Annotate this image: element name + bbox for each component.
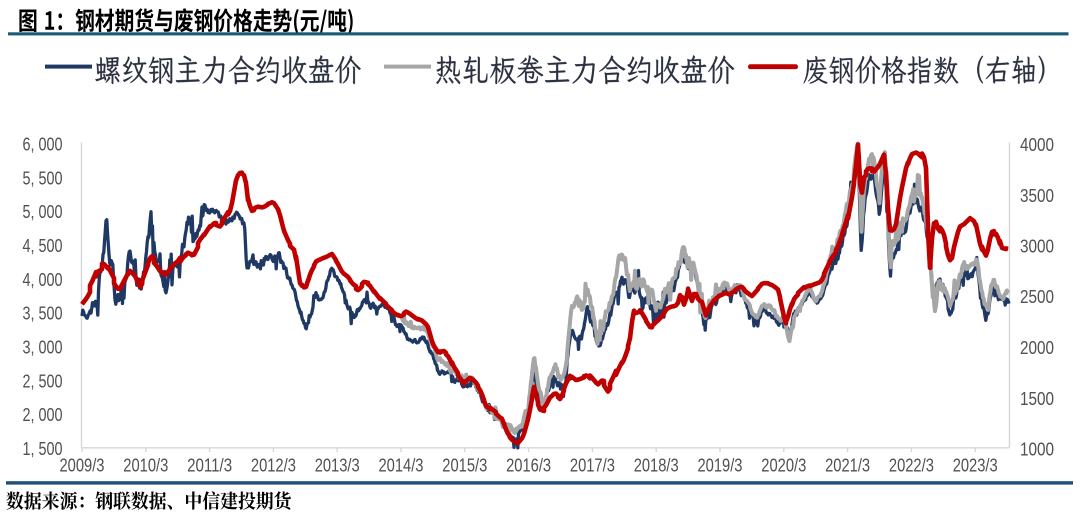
svg-text:2023/3: 2023/3 [953,455,998,476]
svg-text:2010/3: 2010/3 [123,455,168,476]
svg-text:2009/3: 2009/3 [60,455,105,476]
svg-text:1, 500: 1, 500 [23,438,63,459]
svg-text:6, 000: 6, 000 [23,134,63,155]
svg-text:3, 500: 3, 500 [23,303,63,324]
svg-text:2019/3: 2019/3 [698,455,743,476]
svg-text:2, 000: 2, 000 [23,404,63,425]
svg-text:2016/3: 2016/3 [506,455,551,476]
svg-text:2020/3: 2020/3 [761,455,806,476]
svg-text:2011/3: 2011/3 [187,455,232,476]
svg-text:2, 500: 2, 500 [23,370,63,391]
svg-text:2022/3: 2022/3 [889,455,934,476]
svg-text:4000: 4000 [1020,134,1054,155]
svg-text:1000: 1000 [1020,439,1054,460]
svg-text:4, 500: 4, 500 [23,235,63,256]
svg-text:3000: 3000 [1020,236,1054,257]
svg-text:2018/3: 2018/3 [634,455,679,476]
svg-text:2015/3: 2015/3 [442,455,487,476]
svg-text:3, 000: 3, 000 [23,337,63,358]
svg-text:2000: 2000 [1020,337,1054,358]
svg-text:2021/3: 2021/3 [825,455,870,476]
svg-text:4, 000: 4, 000 [23,269,63,290]
svg-text:3500: 3500 [1020,185,1054,206]
svg-text:2014/3: 2014/3 [379,455,424,476]
svg-text:5, 500: 5, 500 [23,167,63,188]
svg-text:2017/3: 2017/3 [570,455,615,476]
svg-text:2013/3: 2013/3 [315,455,360,476]
svg-text:5, 000: 5, 000 [23,201,63,222]
svg-text:2012/3: 2012/3 [251,455,296,476]
svg-text:2500: 2500 [1020,286,1054,307]
svg-text:1500: 1500 [1020,388,1054,409]
